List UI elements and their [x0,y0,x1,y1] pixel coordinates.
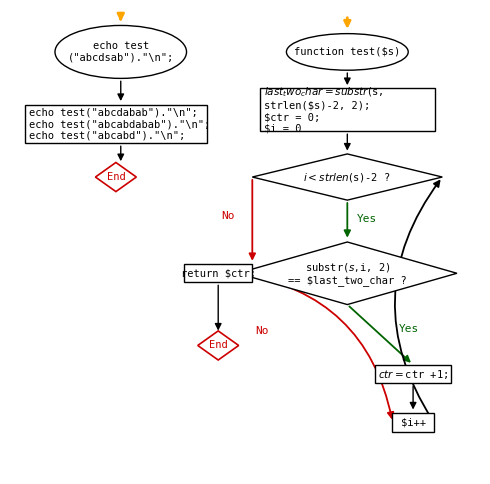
Text: $ctr = $ctr +1;: $ctr = $ctr +1; [378,368,448,381]
Text: echo test
("abcdsab")."\n";: echo test ("abcdsab")."\n"; [68,41,174,63]
Text: No: No [255,326,269,336]
Bar [260,88,435,131]
Text: return $ctr;: return $ctr; [181,268,256,278]
Text: $i++: $i++ [401,418,426,427]
Polygon shape [238,242,457,304]
Text: $i < strlen($s)-2 ?: $i < strlen($s)-2 ? [303,170,391,183]
Text: substr($s, $i, 2)
== $last_two_char ?: substr($s, $i, 2) == $last_two_char ? [288,260,407,286]
Polygon shape [96,163,136,192]
Text: End: End [106,172,125,182]
Polygon shape [252,154,442,200]
Polygon shape [198,331,239,360]
Bar [375,365,451,383]
Text: function test($s): function test($s) [294,47,400,57]
Text: No: No [221,211,235,221]
Text: End: End [209,340,227,350]
Ellipse shape [55,26,187,78]
Ellipse shape [287,33,408,70]
Text: Yes: Yes [398,324,419,333]
Text: Yes: Yes [357,214,377,225]
Text: echo test("abcdabab")."\n";
echo test("abcabdabab")."\n";
echo test("abcabd")."\: echo test("abcdabab")."\n"; echo test("a… [29,107,211,141]
Bar [184,264,252,283]
Text: $last_two_char = substr($s,
strlen($s)-2, 2);
$ctr = 0;
$i = 0: $last_two_char = substr($s, strlen($s)-2… [265,86,384,134]
Bar [24,105,207,143]
Bar [392,413,434,432]
